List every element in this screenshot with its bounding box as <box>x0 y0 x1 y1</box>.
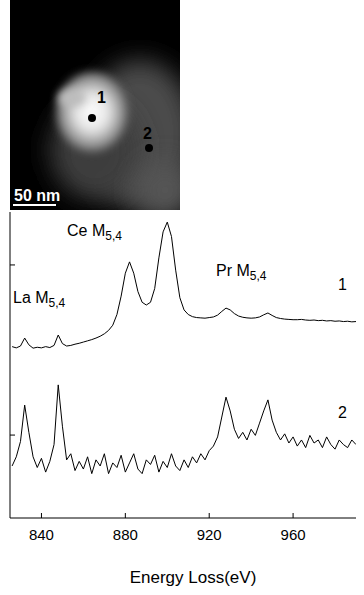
x-tick-label: 880 <box>113 526 138 543</box>
edge-annotation: Ce M5,4 <box>67 222 122 243</box>
x-tick-label: 840 <box>29 526 54 543</box>
x-axis <box>10 518 356 519</box>
x-tick <box>41 513 42 518</box>
x-tick-label: 960 <box>281 526 306 543</box>
series-label: 1 <box>338 276 347 293</box>
annotation-subscript: 5,4 <box>49 296 66 310</box>
probe-point <box>88 114 96 122</box>
annotation-subscript: 5,4 <box>105 229 122 243</box>
x-tick <box>125 513 126 518</box>
annotation-main: Pr M <box>216 262 250 279</box>
scale-bar <box>13 204 56 206</box>
plot-area <box>12 222 356 474</box>
spectrum-line <box>12 385 356 474</box>
y-axis <box>10 212 11 518</box>
inset-image <box>10 0 180 210</box>
bright-particle <box>56 72 128 152</box>
series-label: 2 <box>338 404 347 421</box>
annotation-main: La M <box>13 289 49 306</box>
x-tick-label: 920 <box>197 526 222 543</box>
y-tick <box>10 264 15 265</box>
y-tick <box>10 435 15 436</box>
probe-label: 1 <box>97 89 106 106</box>
x-tick <box>209 513 210 518</box>
bright-particle <box>58 89 86 107</box>
x-axis-title: Energy Loss(eV) <box>130 568 257 587</box>
particle-cloud <box>135 160 180 210</box>
annotation-subscript: 5,4 <box>250 269 267 283</box>
edge-annotation: La M5,4 <box>13 289 66 310</box>
probe-point <box>145 144 153 152</box>
figure: 1 2 50 nm 840 880 920 960 Energy Loss(eV) 1 2 La M… <box>0 0 364 595</box>
scale-bar-label: 50 nm <box>14 187 60 204</box>
x-tick <box>293 513 294 518</box>
edge-annotation: Pr M5,4 <box>216 262 267 283</box>
probe-label: 2 <box>143 125 152 142</box>
spectrum-line <box>12 222 356 348</box>
annotation-main: Ce M <box>67 222 105 239</box>
